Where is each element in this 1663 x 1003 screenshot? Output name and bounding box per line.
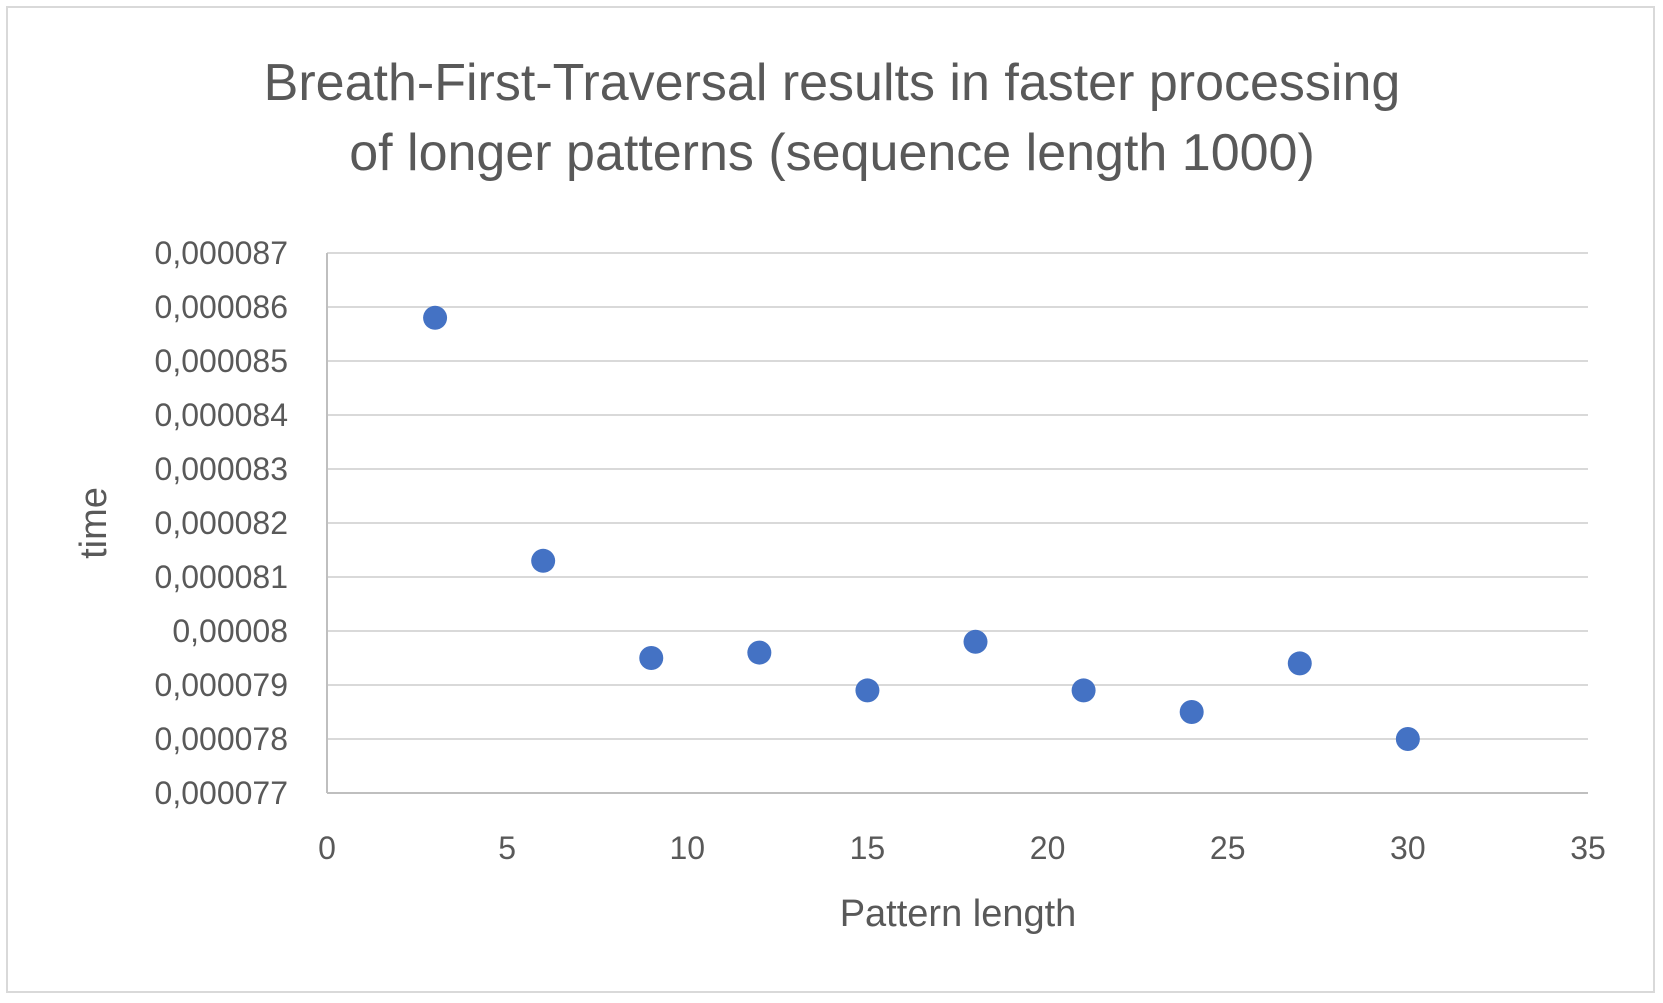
y-tick-label: 0,00008 [172, 613, 288, 649]
x-tick-label: 10 [669, 830, 705, 866]
x-tick-label: 20 [1030, 830, 1066, 866]
data-point [1287, 651, 1312, 676]
y-tick-label: 0,000083 [155, 451, 288, 487]
data-point [423, 305, 448, 330]
y-tick-label: 0,000081 [155, 559, 288, 595]
y-tick-labels: 0,000077 0,000078 0,000079 0,00008 0,000081 0… [155, 235, 288, 811]
data-point [1071, 678, 1096, 703]
y-tick-label: 0,000078 [155, 721, 288, 757]
x-axis-title: Pattern length [840, 893, 1077, 935]
data-point [747, 640, 772, 665]
data-point [963, 629, 988, 654]
y-tick-label: 0,000079 [155, 667, 288, 703]
data-point [855, 678, 880, 703]
x-tick-label: 15 [850, 830, 886, 866]
x-tick-labels: 0 5 10 15 20 25 30 35 [318, 830, 1606, 866]
chart-title-line-1: Breath-First-Traversal results in faster… [264, 54, 1401, 112]
data-point [639, 646, 664, 670]
y-tick-label: 0,000087 [155, 235, 288, 271]
chart-area [6, 6, 1655, 993]
x-tick-label: 35 [1570, 830, 1606, 866]
y-tick-label: 0,000086 [155, 289, 288, 325]
x-tick-label: 0 [318, 830, 336, 866]
y-tick-label: 0,000082 [155, 505, 288, 541]
y-tick-label: 0,000084 [155, 397, 288, 433]
y-axis-title: time [73, 487, 115, 559]
data-point [531, 548, 556, 573]
x-tick-label: 5 [498, 830, 516, 866]
y-tick-label: 0,000077 [155, 775, 288, 811]
x-tick-label: 30 [1390, 830, 1426, 866]
data-points [423, 305, 1420, 751]
data-point [1395, 727, 1420, 751]
y-tick-label: 0,000085 [155, 343, 288, 379]
chart-title: Breath-First-Traversal results in faster… [264, 54, 1401, 182]
chart-title-line-2: of longer patterns (sequence length 1000… [349, 124, 1315, 182]
axes [326, 253, 1588, 794]
x-tick-label: 25 [1210, 830, 1246, 866]
data-point [1179, 700, 1204, 724]
gridlines [327, 252, 1588, 740]
